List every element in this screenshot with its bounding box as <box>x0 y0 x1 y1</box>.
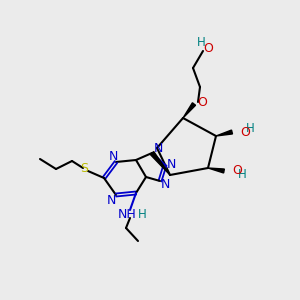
Polygon shape <box>183 103 196 118</box>
Text: N: N <box>108 149 118 163</box>
Text: O: O <box>240 127 250 140</box>
Polygon shape <box>216 130 232 136</box>
Text: H: H <box>246 122 255 136</box>
Polygon shape <box>208 168 224 173</box>
Text: O: O <box>197 97 207 110</box>
Text: H: H <box>196 35 206 49</box>
Text: N: N <box>166 158 176 172</box>
Text: O: O <box>232 164 242 178</box>
Text: S: S <box>80 161 88 175</box>
Text: N: N <box>153 142 163 154</box>
Polygon shape <box>150 152 170 175</box>
Text: N: N <box>160 178 170 191</box>
Text: H: H <box>238 167 247 181</box>
Text: N: N <box>106 194 116 206</box>
Text: NH: NH <box>118 208 136 221</box>
Text: H: H <box>138 208 146 221</box>
Text: O: O <box>203 41 213 55</box>
